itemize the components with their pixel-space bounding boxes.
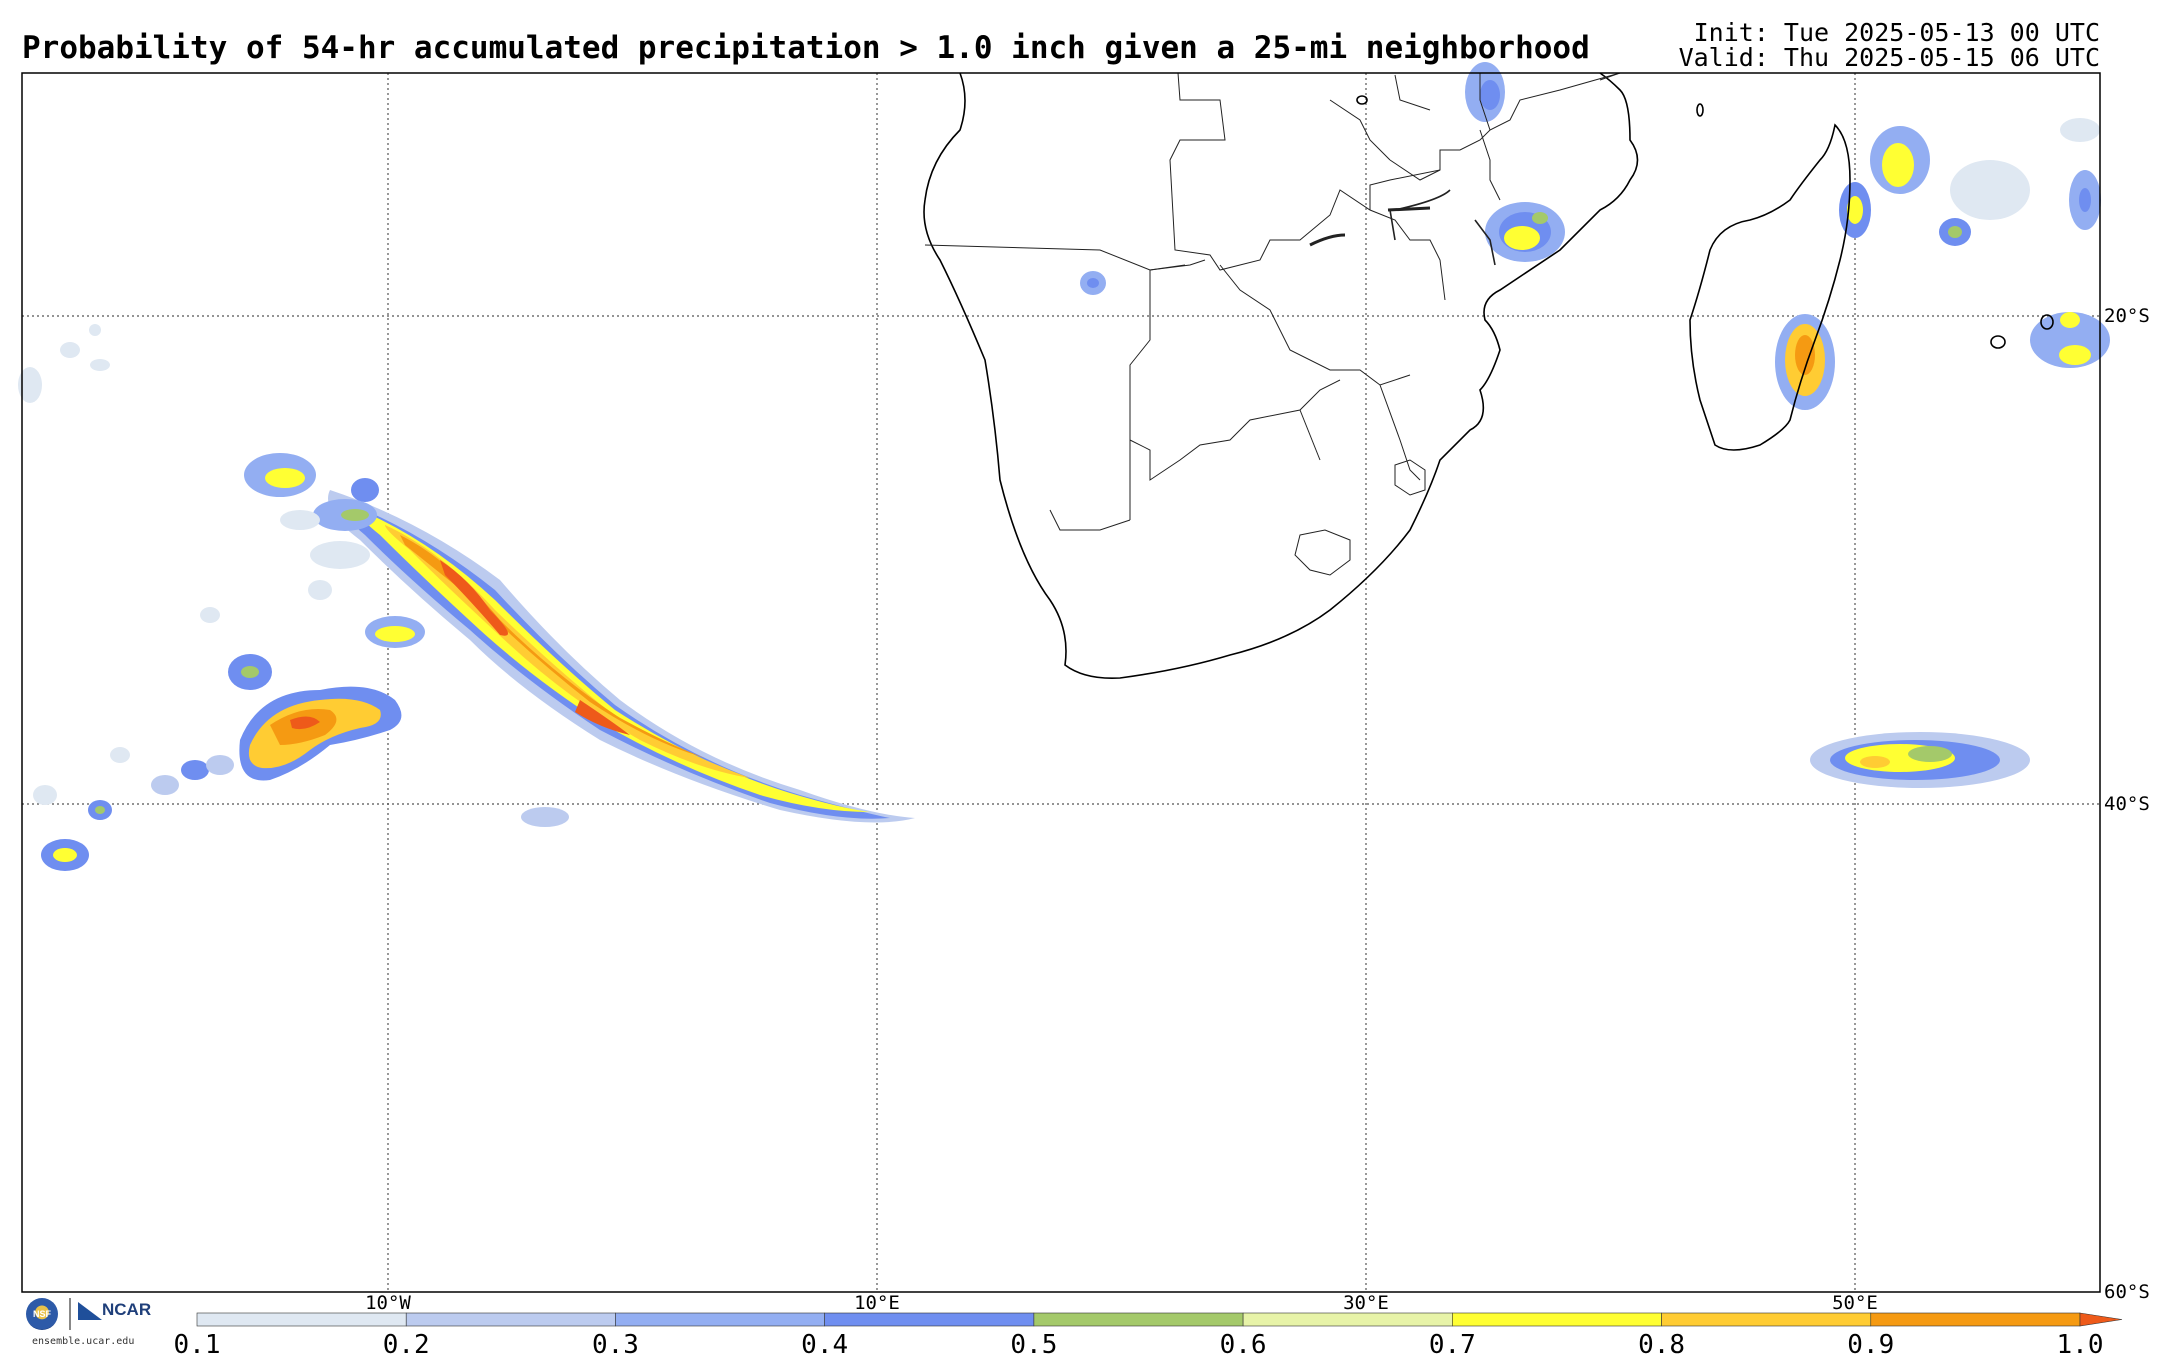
colorbar-tick-label: 0.6 [1219,1330,1267,1360]
colorbar-swatch [615,1312,825,1327]
southwest-cluster [228,616,425,781]
precip-shading [18,62,2110,871]
madagascar-coast [1689,123,1851,451]
far-west-cells [18,324,569,871]
colorbar-swatch [1033,1312,1244,1327]
southeast-band [1810,732,2030,788]
nsf-logo-icon: NSF [26,1298,58,1330]
colorbar-swatch [1242,1312,1453,1327]
ensemble-url: ensemble.ucar.edu [32,1336,135,1347]
map-title: Probability of 54-hr accumulated precipi… [22,30,1590,66]
ncar-mark-icon [78,1302,102,1320]
valid-time: Valid: Thu 2025-05-15 06 UTC [1678,43,2100,72]
colorbar-swatch [1870,1312,2081,1327]
colorbar-tick-label: 0.4 [801,1330,849,1360]
lat-label-40s: 40°S [2104,793,2150,815]
map-frame [21,72,2101,1293]
colorbar-swatch [405,1312,616,1327]
ncar-wordmark: NCAR [102,1300,152,1319]
colorbar-swatch [196,1312,407,1327]
logo-divider [69,1298,71,1330]
frontal-band [328,490,915,823]
lon-label-50e: 50°E [1832,1292,1878,1314]
madagascar-cells [1775,118,2110,410]
colorbar-tick-label: 1.0 [2056,1330,2104,1360]
colorbar-extend-arrow [2079,1312,2123,1327]
colorbar-tick-label: 0.1 [173,1330,221,1360]
graticule [22,73,2100,1292]
mozambique-cell [1465,62,1565,262]
colorbar-tick-label: 0.9 [1847,1330,1895,1360]
run-info: Init: Tue 2025-05-13 00 UTC Valid: Thu 2… [1679,20,2100,70]
nsf-ncar-logo: NSF NCAR ensemble.ucar.edu [22,1296,157,1350]
colorbar-tick-label: 0.2 [382,1330,430,1360]
country-borders [924,72,1621,576]
coastlines [923,72,2054,680]
colorbar-tick-label: 0.5 [1010,1330,1058,1360]
colorbar-swatch [1661,1312,1872,1327]
colorbar [196,1312,2123,1327]
colorbar-tick-label: 0.7 [1428,1330,1476,1360]
lat-label-20s: 20°S [2104,305,2150,327]
colorbar-tick-label: 0.3 [591,1330,639,1360]
northwest-cluster [200,453,379,623]
colorbar-tick-label: 0.8 [1638,1330,1686,1360]
lon-label-10w: 10°W [365,1292,411,1314]
init-time: Init: Tue 2025-05-13 00 UTC [1693,18,2100,47]
lon-label-10e: 10°E [854,1292,900,1314]
colorbar-swatch [1452,1312,1662,1327]
colorbar-swatch [824,1312,1035,1327]
lat-label-60s: 60°S [2104,1281,2150,1303]
lon-label-30e: 30°E [1343,1292,1389,1314]
africa-coast [923,72,1639,680]
